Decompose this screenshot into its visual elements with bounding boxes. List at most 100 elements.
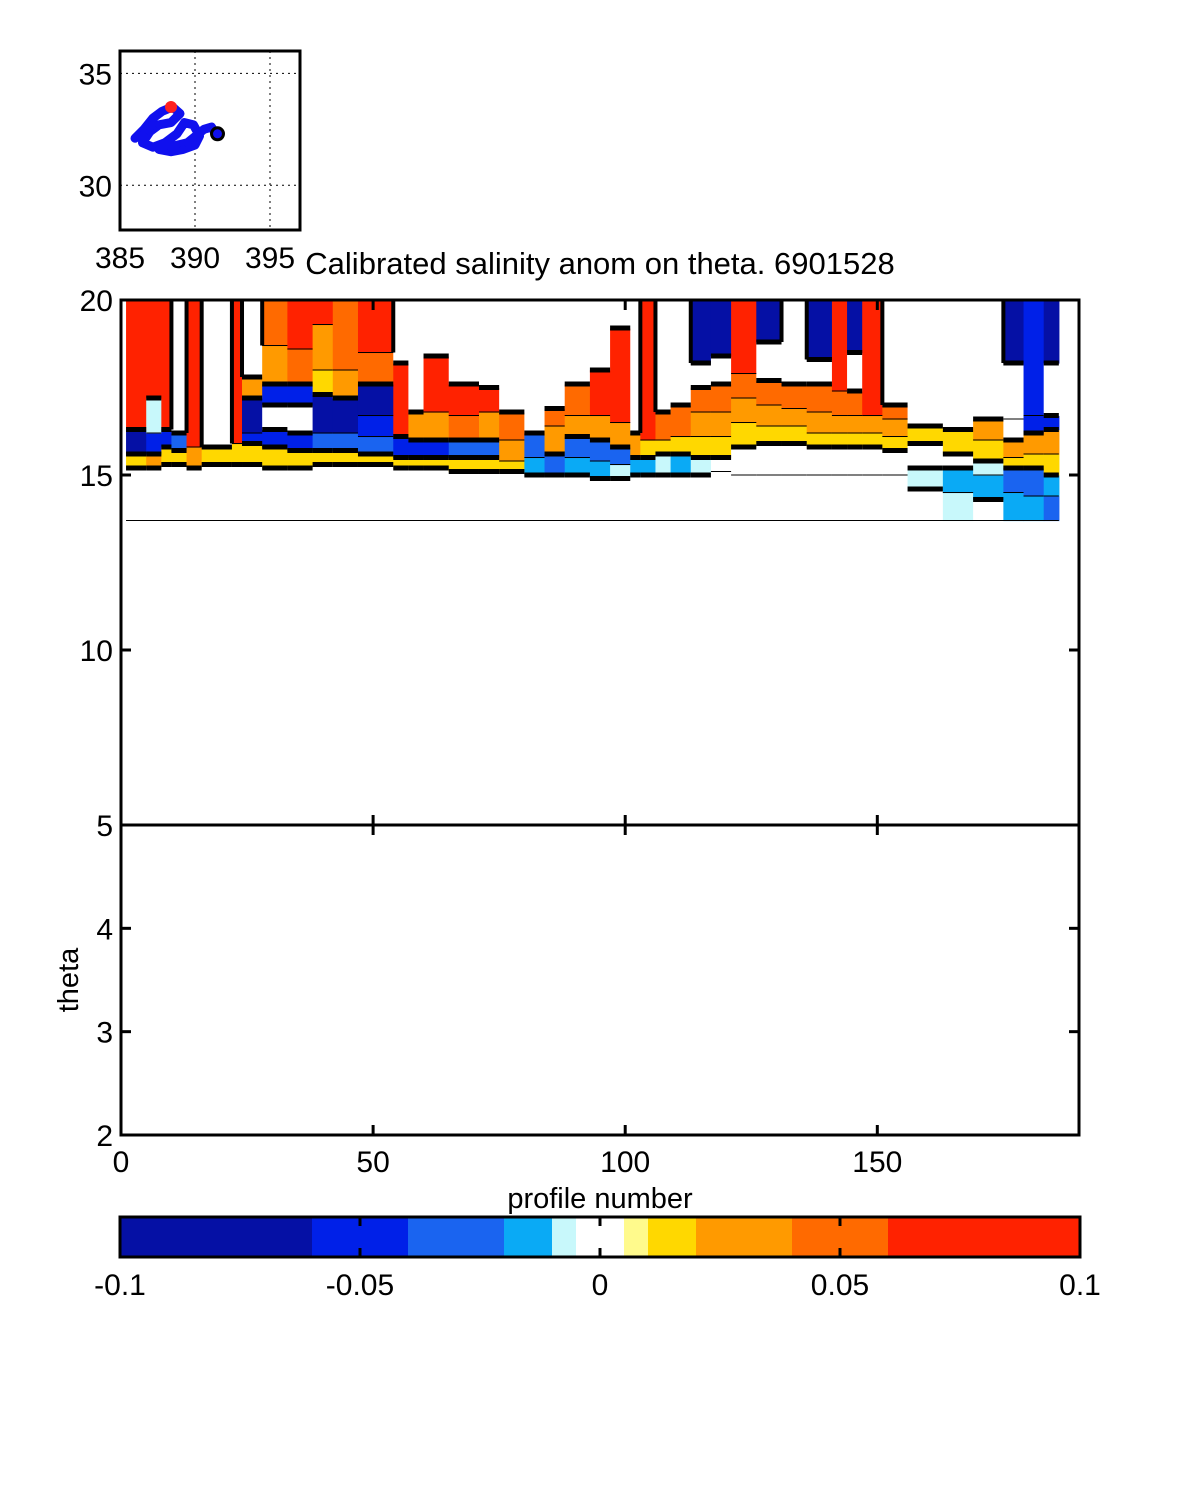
anomaly-cell — [262, 468, 288, 522]
float-position-point — [149, 143, 157, 152]
y-axis-label: theta — [53, 947, 85, 1012]
anomaly-cell — [146, 300, 162, 399]
anomaly-cell — [393, 363, 409, 438]
colorbar-tick-label: -0.1 — [94, 1269, 146, 1302]
anomaly-cell — [589, 440, 611, 462]
anomaly-cell — [312, 433, 334, 452]
anomaly-cell — [171, 433, 188, 452]
anomaly-cell — [544, 426, 566, 455]
anomaly-cell — [393, 436, 409, 459]
anomaly-cell — [478, 471, 500, 522]
anomaly-cell — [478, 440, 500, 459]
anomaly-cell — [690, 412, 712, 438]
lower-y-tick-label: 3 — [96, 1017, 113, 1050]
anomaly-cell — [262, 429, 288, 448]
anomaly-cell — [408, 300, 425, 413]
anomaly-cell — [262, 447, 288, 469]
colorbar-segment — [624, 1217, 649, 1257]
anomaly-cell — [171, 450, 188, 466]
x-axis-label: profile number — [507, 1183, 693, 1215]
upper-y-tick-label: 20 — [80, 285, 113, 318]
colorbar-segment — [120, 1217, 313, 1257]
anomaly-cell — [882, 436, 909, 452]
anomaly-cell — [448, 457, 480, 473]
track-map-frame — [118, 49, 302, 232]
anomaly-cell — [630, 475, 641, 522]
float-position-point — [155, 145, 163, 154]
anomaly-cell — [423, 300, 450, 357]
float-position-point — [180, 118, 189, 127]
anomaly-cell — [126, 454, 147, 469]
anomaly-cell — [907, 443, 944, 469]
anomaly-cell — [907, 468, 944, 490]
anomaly-cell — [655, 475, 672, 522]
anomaly-cell — [242, 443, 263, 466]
anomaly-cell — [610, 300, 631, 329]
anomaly-cell — [448, 300, 480, 385]
anomaly-cell — [589, 415, 611, 441]
anomaly-cell — [231, 300, 243, 445]
anomaly-cell — [242, 433, 263, 445]
anomaly-cell — [1043, 300, 1060, 364]
anomaly-cell — [862, 433, 883, 448]
anomaly-cell — [731, 398, 757, 424]
anomaly-cell — [589, 478, 611, 522]
anomaly-cell — [731, 300, 757, 375]
colorbar-tick-label: 0 — [592, 1269, 609, 1302]
float-position-point — [149, 114, 157, 123]
anomaly-cell — [242, 300, 263, 378]
anomaly-cell — [126, 468, 147, 522]
track-map: 385 390 395 30 35 — [79, 49, 302, 275]
anomaly-cell — [231, 443, 243, 466]
anomaly-cell — [448, 415, 480, 441]
anomaly-cell — [973, 499, 1004, 522]
salinity-anomaly-field — [126, 300, 1060, 522]
anomaly-cell — [332, 464, 359, 522]
anomaly-cell — [499, 471, 525, 522]
anomaly-cell — [640, 475, 657, 522]
anomaly-cell — [287, 468, 314, 522]
lower-y-tick-label: 2 — [96, 1120, 113, 1153]
anomaly-cell — [287, 384, 314, 406]
map-x-tick-label: 395 — [245, 242, 295, 275]
anomaly-cell — [312, 300, 334, 326]
anomaly-cell — [806, 412, 833, 434]
anomaly-cell — [262, 300, 288, 347]
colorbar-segment — [408, 1217, 505, 1257]
anomaly-cell — [332, 433, 359, 452]
anomaly-cell — [1023, 496, 1045, 522]
x-tick-label: 100 — [600, 1146, 650, 1179]
anomaly-cell — [499, 300, 525, 413]
upper-y-tick-label: 10 — [80, 635, 113, 668]
anomaly-cell — [448, 440, 480, 459]
anomaly-cell — [332, 370, 359, 399]
track-map-grid — [120, 51, 300, 230]
anomaly-cell — [710, 300, 732, 357]
anomaly-cell — [882, 450, 909, 476]
float-position-point — [173, 129, 181, 138]
anomaly-cell — [332, 450, 359, 466]
anomaly-cell — [186, 300, 203, 448]
map-y-tick-label: 35 — [79, 58, 112, 91]
anomaly-cell — [731, 447, 757, 476]
anomaly-cell — [287, 433, 314, 452]
anomaly-cell — [847, 433, 863, 448]
anomaly-cell — [1003, 300, 1025, 364]
anomaly-cell — [781, 408, 808, 427]
anomaly-cell — [262, 345, 288, 385]
anomaly-cell — [640, 457, 657, 476]
anomaly-cell — [332, 300, 359, 371]
float-position-point — [161, 138, 169, 147]
float-position-point — [200, 125, 208, 134]
anomaly-cell — [287, 405, 314, 434]
anomaly-cell — [242, 377, 263, 399]
anomaly-cell — [242, 398, 263, 434]
anomaly-cell — [710, 436, 732, 459]
anomaly-cell — [670, 454, 692, 476]
colorbar-tick-label: 0.1 — [1059, 1269, 1101, 1302]
anomaly-cell — [423, 356, 450, 413]
anomaly-cell — [287, 300, 314, 350]
anomaly-cell — [408, 440, 425, 459]
anomaly-cell — [1023, 454, 1045, 469]
